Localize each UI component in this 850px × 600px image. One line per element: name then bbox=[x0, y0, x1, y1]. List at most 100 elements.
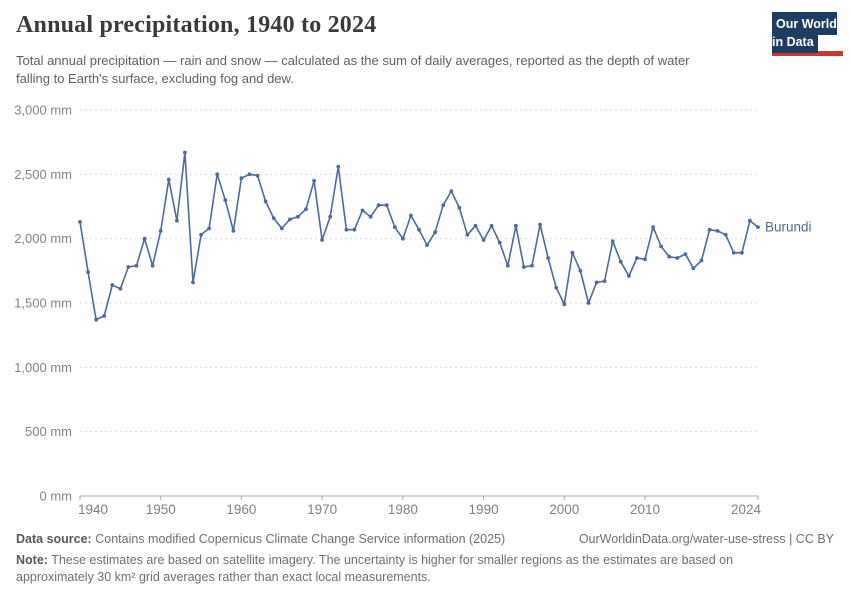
data-point-2003[interactable] bbox=[586, 301, 591, 305]
data-point-1962[interactable] bbox=[255, 173, 260, 178]
data-point-2008[interactable] bbox=[627, 274, 631, 278]
data-point-1949[interactable] bbox=[150, 263, 155, 268]
data-point-1964[interactable] bbox=[271, 216, 276, 220]
data-point-2023[interactable] bbox=[748, 218, 752, 223]
data-point-1976[interactable] bbox=[368, 214, 373, 219]
data-point-1982[interactable] bbox=[417, 227, 421, 232]
data-point-1941[interactable] bbox=[86, 270, 90, 274]
data-point-2019[interactable] bbox=[715, 229, 720, 233]
data-point-1972[interactable] bbox=[336, 164, 341, 169]
data-point-1971[interactable] bbox=[328, 214, 333, 219]
owid-url-link[interactable]: OurWorldinData.org/water-use-stress | CC… bbox=[578, 532, 834, 546]
data-point-1993[interactable] bbox=[505, 263, 510, 268]
data-point-1958[interactable] bbox=[223, 198, 228, 202]
data-point-1948[interactable] bbox=[142, 236, 147, 241]
data-point-2012[interactable] bbox=[659, 244, 663, 249]
data-point-2014[interactable] bbox=[675, 256, 680, 260]
data-point-1974[interactable] bbox=[352, 227, 357, 232]
data-point-1997[interactable] bbox=[538, 222, 542, 227]
data-point-1967[interactable] bbox=[296, 214, 300, 219]
data-point-1977[interactable] bbox=[376, 203, 381, 208]
data-point-1956[interactable] bbox=[207, 226, 212, 231]
data-point-1990[interactable] bbox=[481, 238, 486, 242]
data-point-1992[interactable] bbox=[497, 240, 502, 245]
data-point-1959[interactable] bbox=[231, 229, 236, 233]
data-point-1944[interactable] bbox=[110, 283, 115, 287]
data-point-1985[interactable] bbox=[441, 203, 446, 208]
data-point-1945[interactable] bbox=[118, 286, 123, 291]
chart-footer: Data source: Contains modified Copernicu… bbox=[16, 531, 834, 586]
entity-label-burundi[interactable]: Burundi bbox=[765, 220, 812, 235]
data-point-2016[interactable] bbox=[691, 266, 696, 271]
data-point-1975[interactable] bbox=[360, 208, 365, 213]
data-point-2004[interactable] bbox=[594, 280, 599, 285]
data-point-2002[interactable] bbox=[578, 268, 583, 273]
data-point-1954[interactable] bbox=[191, 280, 195, 285]
data-point-2017[interactable] bbox=[699, 258, 704, 263]
data-point-1973[interactable] bbox=[344, 227, 349, 232]
y-tick-label: 2,000 mm bbox=[14, 231, 72, 246]
data-point-1994[interactable] bbox=[514, 223, 518, 228]
y-tick-label: 1,500 mm bbox=[14, 296, 72, 311]
data-point-1963[interactable] bbox=[263, 199, 268, 204]
data-point-2015[interactable] bbox=[683, 252, 688, 256]
data-point-1960[interactable] bbox=[239, 176, 244, 181]
data-point-1986[interactable] bbox=[449, 189, 454, 193]
data-point-1966[interactable] bbox=[288, 217, 292, 222]
data-point-2024[interactable] bbox=[756, 225, 760, 230]
data-point-1969[interactable] bbox=[312, 178, 316, 183]
data-point-2007[interactable] bbox=[618, 259, 623, 264]
data-point-1978[interactable] bbox=[384, 203, 389, 208]
data-point-2021[interactable] bbox=[731, 250, 736, 255]
data-point-2010[interactable] bbox=[643, 257, 647, 262]
data-point-1988[interactable] bbox=[465, 232, 470, 237]
data-point-1947[interactable] bbox=[134, 263, 139, 268]
data-point-2018[interactable] bbox=[707, 227, 712, 232]
chart-canvas[interactable]: 0 mm 500 mm 1,000 mm 1,500 mm 2,000 mm 2,500 … bbox=[0, 95, 850, 527]
data-point-1943[interactable] bbox=[102, 314, 107, 318]
data-point-1953[interactable] bbox=[183, 150, 187, 155]
data-point-1965[interactable] bbox=[279, 226, 284, 231]
data-point-2000[interactable] bbox=[562, 302, 567, 307]
owid-logo[interactable]: Our World in Data bbox=[772, 12, 843, 56]
data-point-1970[interactable] bbox=[320, 238, 324, 242]
data-point-1996[interactable] bbox=[530, 263, 534, 268]
data-point-1999[interactable] bbox=[554, 285, 559, 290]
data-line-burundi[interactable] bbox=[79, 151, 759, 321]
data-point-2020[interactable] bbox=[723, 232, 728, 237]
data-point-2009[interactable] bbox=[635, 256, 639, 260]
data-point-1983[interactable] bbox=[425, 243, 429, 248]
data-point-1957[interactable] bbox=[215, 172, 220, 177]
data-point-1952[interactable] bbox=[175, 218, 179, 223]
data-point-1951[interactable] bbox=[166, 177, 171, 182]
data-point-1989[interactable] bbox=[473, 223, 478, 228]
data-source-label: Data source: bbox=[16, 532, 92, 546]
data-point-1950[interactable] bbox=[158, 229, 163, 233]
data-point-1940[interactable] bbox=[78, 220, 82, 224]
data-point-1981[interactable] bbox=[409, 213, 413, 218]
data-point-2022[interactable] bbox=[740, 250, 744, 255]
y-tick-label: 0 mm bbox=[40, 489, 73, 504]
data-point-1961[interactable] bbox=[247, 172, 252, 177]
data-point-1991[interactable] bbox=[489, 223, 494, 228]
data-point-1980[interactable] bbox=[401, 236, 405, 241]
data-point-1942[interactable] bbox=[94, 317, 98, 322]
data-point-2001[interactable] bbox=[570, 250, 575, 255]
data-point-1995[interactable] bbox=[522, 265, 526, 269]
data-point-1946[interactable] bbox=[126, 265, 131, 269]
data-point-1979[interactable] bbox=[392, 225, 397, 230]
data-point-1984[interactable] bbox=[433, 230, 437, 235]
y-tick-label: 500 mm bbox=[25, 424, 72, 439]
chart-subtitle: Total annual precipitation — rain and sn… bbox=[16, 53, 690, 87]
precipitation-line-chart[interactable]: 0 mm 500 mm 1,000 mm 1,500 mm 2,000 mm 2,500 … bbox=[0, 95, 850, 527]
data-point-2006[interactable] bbox=[610, 239, 615, 244]
data-point-1955[interactable] bbox=[199, 232, 204, 237]
data-point-2011[interactable] bbox=[651, 225, 655, 230]
x-tick-label: 2000 bbox=[549, 502, 579, 517]
data-point-1998[interactable] bbox=[546, 256, 550, 260]
owid-logo-red-bar bbox=[772, 51, 843, 56]
data-point-2005[interactable] bbox=[602, 279, 607, 283]
data-point-2013[interactable] bbox=[667, 254, 672, 259]
data-point-1987[interactable] bbox=[457, 205, 462, 210]
data-point-1968[interactable] bbox=[304, 207, 308, 211]
